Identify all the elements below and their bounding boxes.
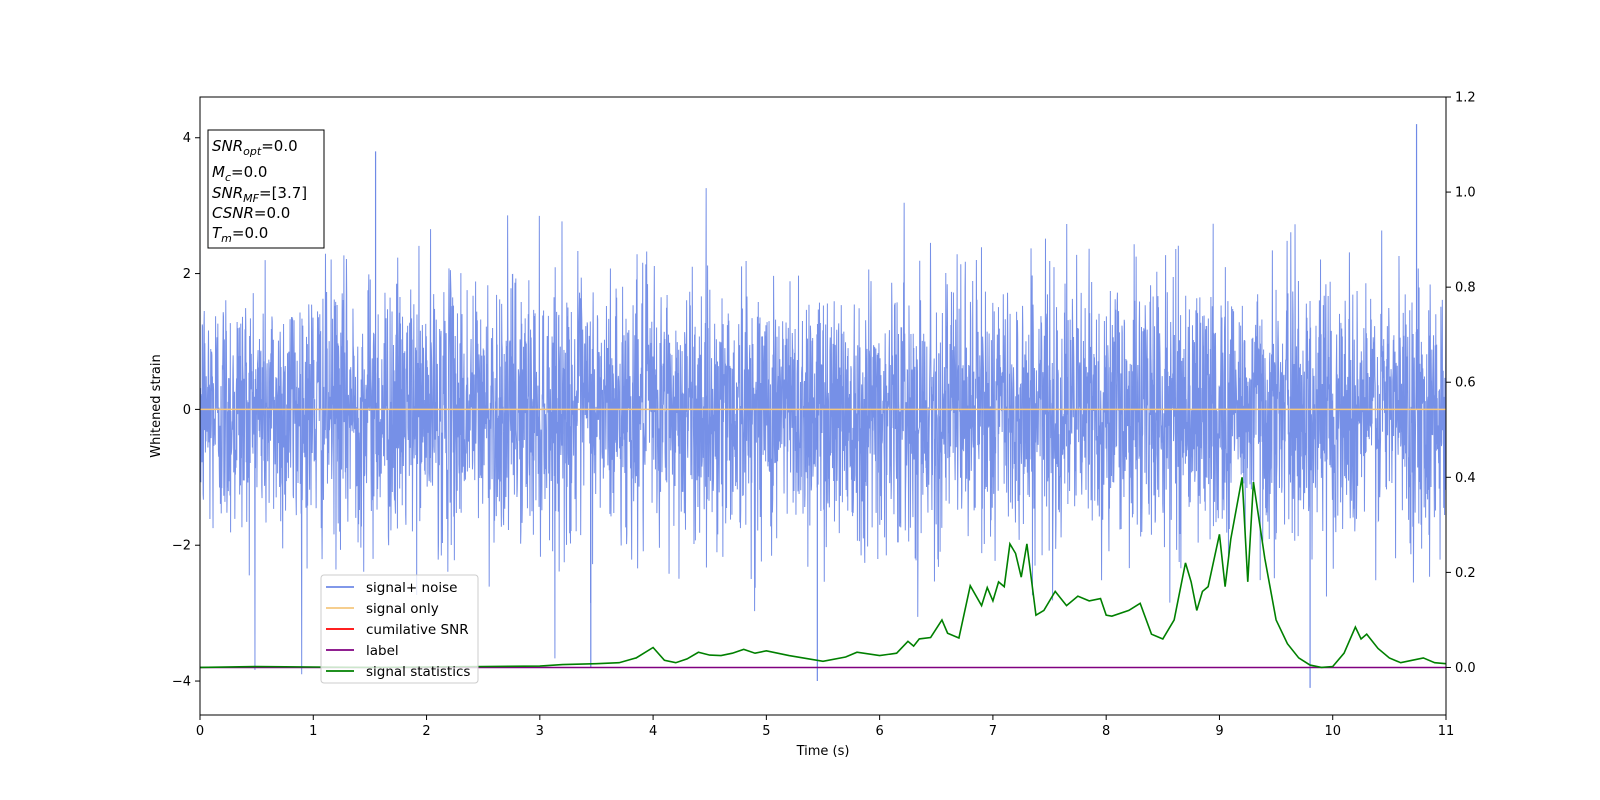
legend-label: cumilative SNR [366,622,469,638]
y-tick-label: −2 [172,539,191,554]
y2-tick-label: 0.6 [1455,376,1476,391]
y2-tick-label: 0.0 [1455,661,1476,676]
legend-label: label [366,643,399,659]
series-signal-statistics-line [200,477,1446,669]
legend-label: signal only [366,601,439,617]
y-axis-label: Whitened strain [149,354,164,457]
x-tick-label: 11 [1438,724,1455,739]
x-tick-label: 3 [536,724,544,739]
x-tick-label: 4 [649,724,657,739]
info-tm: Tm=0.0 [212,224,268,245]
info-box: SNRopt=0.0 Mc=0.0 SNRMF=[3.7] CSNR=0.0 T… [207,129,325,249]
info-snr-opt: SNRopt=0.0 [212,137,298,158]
legend-label: signal+ noise [366,580,457,596]
x-tick-label: 9 [1215,724,1223,739]
x-tick-label: 5 [762,724,770,739]
x-tick-label: 7 [989,724,997,739]
x-tick-label: 2 [422,724,430,739]
series-signal-noise-line [200,188,1446,675]
y2-tick-label: 0.2 [1455,566,1476,581]
y-tick-label: −4 [172,675,191,690]
y2-tick-label: 0.8 [1455,281,1476,296]
x-tick-label: 6 [875,724,883,739]
legend-label: signal statistics [366,664,470,680]
x-tick-label: 0 [196,724,204,739]
y-tick-label: 4 [183,131,191,146]
y2-tick-label: 1.2 [1455,91,1476,106]
info-snr-mf: SNRMF=[3.7] [212,184,307,205]
y-tick-label: 0 [183,403,191,418]
x-tick-label: 10 [1324,724,1341,739]
x-tick-label: 1 [309,724,317,739]
y2-tick-label: 0.4 [1455,471,1476,486]
y-tick-label: 2 [183,267,191,282]
info-csnr: CSNR=0.0 [212,204,290,222]
x-tick-label: 8 [1102,724,1110,739]
plot-frame [199,96,1447,716]
legend: signal+ noise signal only cumilative SNR la… [320,574,479,684]
x-axis-label: Time (s) [796,744,850,759]
y2-tick-label: 1.0 [1455,186,1476,201]
info-mc: Mc=0.0 [212,163,267,184]
